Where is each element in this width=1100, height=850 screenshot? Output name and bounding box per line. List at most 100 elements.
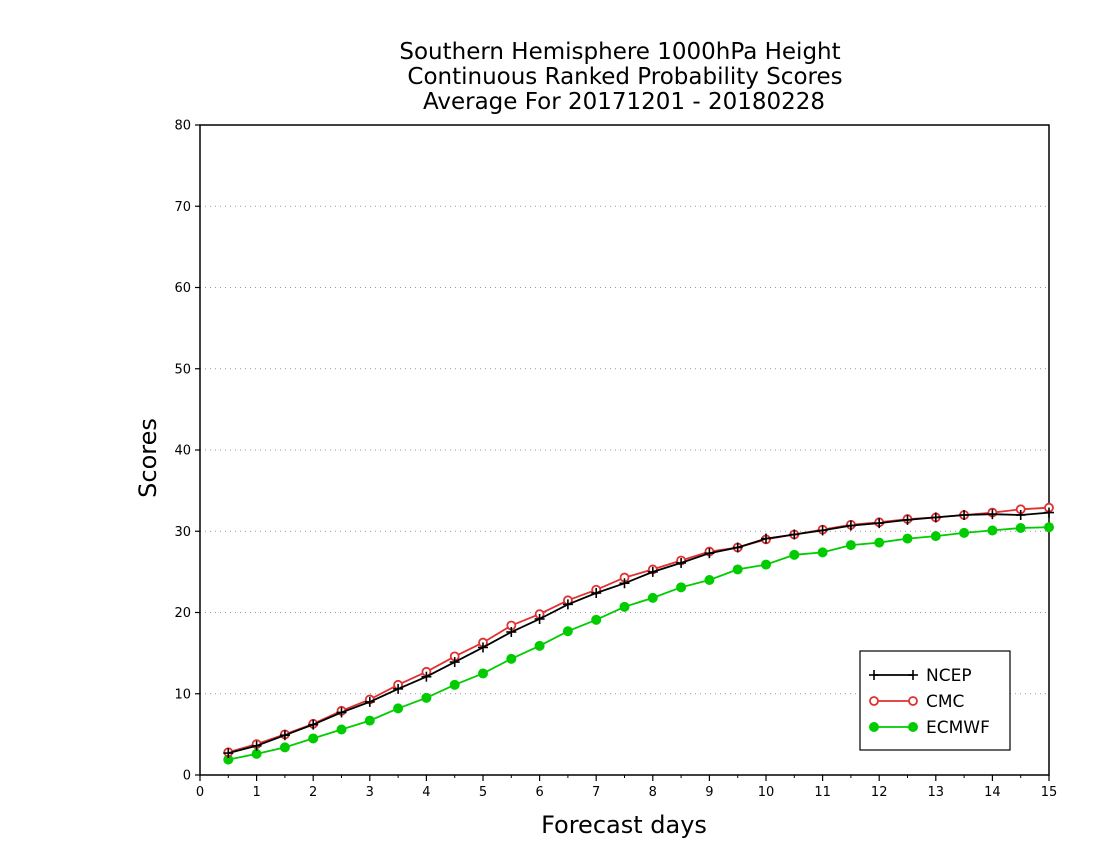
point-ecmwf-14 [619,601,630,612]
title-line-3: Average For 20171201 - 20180228 [423,89,825,115]
point-ncep-26 [959,510,970,520]
point-ncep-4 [336,707,347,718]
legend-marker-right-ncep [908,670,918,680]
x-tick-label-9: 9 [705,785,713,800]
point-ecmwf-12 [562,626,573,637]
point-ncep-12 [562,599,573,610]
point-ecmwf-23 [874,537,885,548]
point-ecmwf-29 [1044,522,1054,533]
legend-marker-right-ecmwf [908,722,918,732]
y-tick-label-10: 10 [174,687,191,702]
point-ncep-15 [647,566,658,577]
point-ncep-21 [817,525,828,536]
point-ncep-10 [506,627,517,637]
legend-marker-left-cmc [869,696,879,706]
legend-marker-left-ecmwf [869,722,879,732]
x-tick-label-12: 12 [871,785,888,800]
point-ecmwf-7 [421,692,432,703]
series-layer [223,502,1054,765]
legend-entry-ecmwf: ECMWF [869,718,990,738]
point-ncep-5 [364,696,375,707]
point-ncep-1 [251,740,262,751]
point-ecmwf-26 [959,527,970,538]
point-ecmwf-21 [817,547,828,558]
point-ncep-11 [534,614,545,624]
point-ncep-0 [223,748,234,759]
x-tick-label-1: 1 [252,785,260,800]
point-ecmwf-22 [845,540,856,551]
point-ncep-7 [421,671,432,682]
point-ncep-17 [704,548,715,559]
x-tick-label-8: 8 [649,785,657,800]
point-ncep-6 [393,683,404,694]
point-ecmwf-25 [930,531,941,542]
point-ecmwf-13 [591,614,602,625]
point-ncep-22 [845,520,856,531]
legend-marker-right-cmc [908,696,918,706]
point-ecmwf-27 [987,525,998,536]
point-ncep-28 [1015,510,1026,520]
x-tick-label-14: 14 [984,785,1001,800]
y-tick-label-60: 60 [174,281,191,296]
x-tick-label-15: 15 [1041,785,1058,800]
point-ncep-19 [761,533,771,544]
point-ncep-9 [478,642,488,653]
point-ncep-25 [930,512,941,523]
y-tick-label-30: 30 [174,525,191,540]
point-ncep-3 [308,719,319,730]
x-tick-label-10: 10 [758,785,775,800]
title-line-1: Southern Hemisphere 1000hPa Height [399,39,840,65]
legend-label-ncep: NCEP [926,666,972,686]
point-ecmwf-16 [676,582,687,593]
point-ecmwf-20 [789,549,800,560]
point-ecmwf-8 [449,679,460,690]
point-ecmwf-10 [506,653,517,664]
legend-marker-left-ncep [869,670,879,680]
point-ncep-27 [987,509,998,520]
point-ecmwf-5 [364,715,375,726]
x-tick-label-2: 2 [309,785,317,800]
point-ncep-23 [874,518,885,529]
point-ecmwf-4 [336,724,347,735]
legend-label-cmc: CMC [926,692,964,712]
series-ecmwf [223,522,1054,765]
y-tick-label-50: 50 [174,362,191,377]
point-ncep-18 [732,542,743,553]
legend-entry-cmc: CMC [869,692,964,712]
x-axis: 0 1 2 3 4 5 6 7 8 9 10 11 12 13 14 15 [196,775,1057,800]
x-tick-label-7: 7 [592,785,600,800]
x-axis-title: Forecast days [541,811,707,839]
point-ncep-13 [591,588,602,598]
legend-entry-ncep: NCEP [869,666,972,686]
legend: NCEP CMC ECMWF [859,650,1011,751]
point-ncep-29 [1044,507,1054,518]
series-ncep [223,507,1054,759]
point-ncep-2 [279,730,290,741]
point-ecmwf-24 [902,533,913,544]
y-tick-label-70: 70 [174,200,191,215]
x-tick-label-13: 13 [928,785,945,800]
point-ecmwf-3 [308,733,319,744]
point-ecmwf-18 [732,564,743,575]
x-tick-label-4: 4 [422,785,430,800]
point-ecmwf-9 [478,668,488,679]
y-axis-title: Scores [134,418,162,498]
point-ecmwf-6 [393,703,404,714]
y-tick-label-0: 0 [183,769,191,784]
point-ncep-8 [449,657,460,668]
x-tick-label-11: 11 [814,785,831,800]
point-ecmwf-17 [704,575,715,585]
y-axis: 0 10 20 30 40 50 60 70 80 [174,119,200,784]
point-ecmwf-28 [1015,523,1026,533]
point-ncep-16 [676,557,687,568]
point-ncep-24 [902,514,913,525]
y-tick-label-20: 20 [174,606,191,621]
point-ecmwf-15 [647,592,658,603]
point-ecmwf-2 [279,742,290,753]
title-line-2: Continuous Ranked Probability Scores [407,64,842,90]
x-tick-label-5: 5 [479,785,487,800]
point-ecmwf-11 [534,640,545,651]
y-tick-label-40: 40 [174,444,191,459]
legend-label-ecmwf: ECMWF [926,718,990,738]
